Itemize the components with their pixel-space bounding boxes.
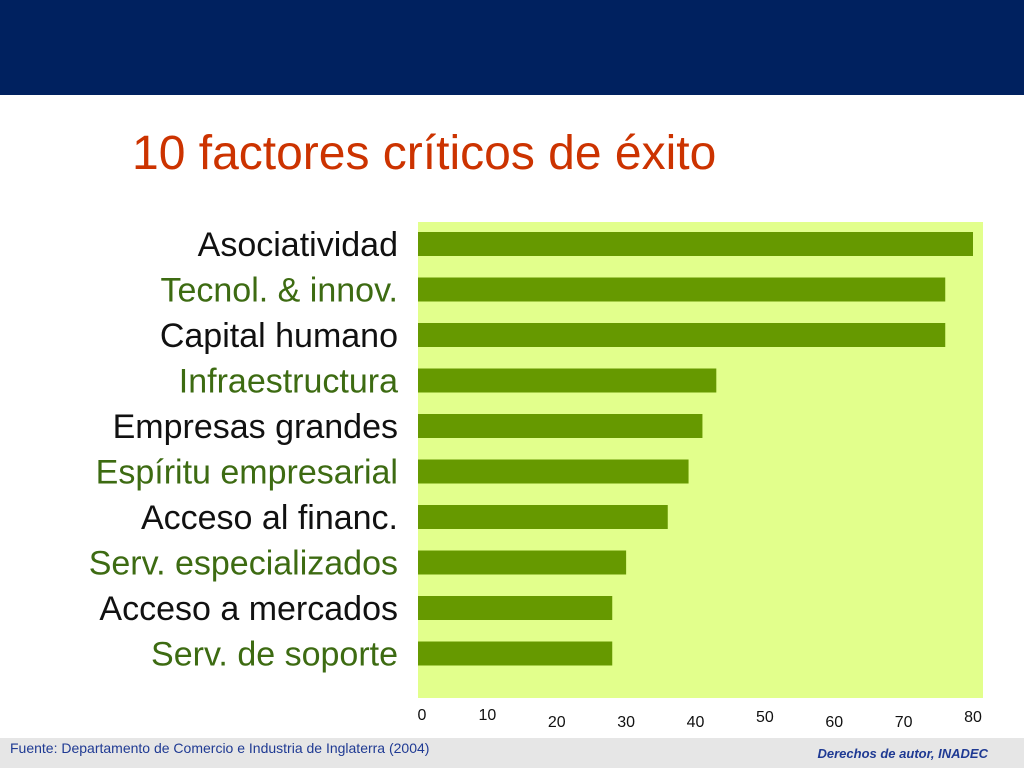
header-band	[0, 0, 1024, 95]
category-labels: Asociatividad Tecnol. & innov. Capital hum…	[89, 226, 398, 674]
x-tick-label: 10	[478, 707, 496, 724]
bars	[418, 232, 973, 666]
category-label: Acceso al financ.	[141, 499, 398, 537]
category-label: Serv. especializados	[89, 545, 398, 583]
category-label: Espíritu empresarial	[96, 454, 398, 492]
bar	[418, 459, 689, 484]
x-tick-label: 50	[756, 709, 774, 726]
x-tick-label: 40	[687, 714, 705, 731]
category-label: Infraestructura	[179, 363, 398, 401]
bar	[418, 368, 717, 393]
bar	[418, 596, 613, 620]
bar	[418, 323, 946, 347]
footer-band	[0, 738, 1024, 768]
category-label: Serv. de soporte	[151, 636, 398, 674]
bar	[418, 277, 946, 302]
bar	[418, 550, 627, 575]
source-note: Fuente: Departamento de Comercio e Indus…	[10, 740, 430, 756]
x-axis-tick-labels: 0 10 20 30 40 50 60 70 80	[418, 707, 982, 731]
x-tick-label: 30	[617, 714, 635, 731]
x-tick-label: 20	[548, 714, 566, 731]
x-tick-label: 0	[418, 707, 427, 724]
category-label: Acceso a mercados	[99, 590, 398, 628]
category-label: Capital humano	[160, 317, 398, 355]
category-label: Tecnol. & innov.	[160, 272, 398, 310]
category-label: Asociatividad	[198, 226, 398, 264]
bar	[418, 232, 973, 256]
slide-title: 10 factores críticos de éxito	[132, 127, 717, 180]
x-tick-label: 80	[964, 709, 982, 726]
x-tick-label: 70	[895, 714, 913, 731]
x-tick-label: 60	[825, 714, 843, 731]
bar	[418, 641, 613, 666]
bar	[418, 414, 703, 438]
bar	[418, 505, 668, 529]
copyright-note: Derechos de autor, INADEC	[817, 746, 989, 761]
category-label: Empresas grandes	[113, 408, 398, 446]
